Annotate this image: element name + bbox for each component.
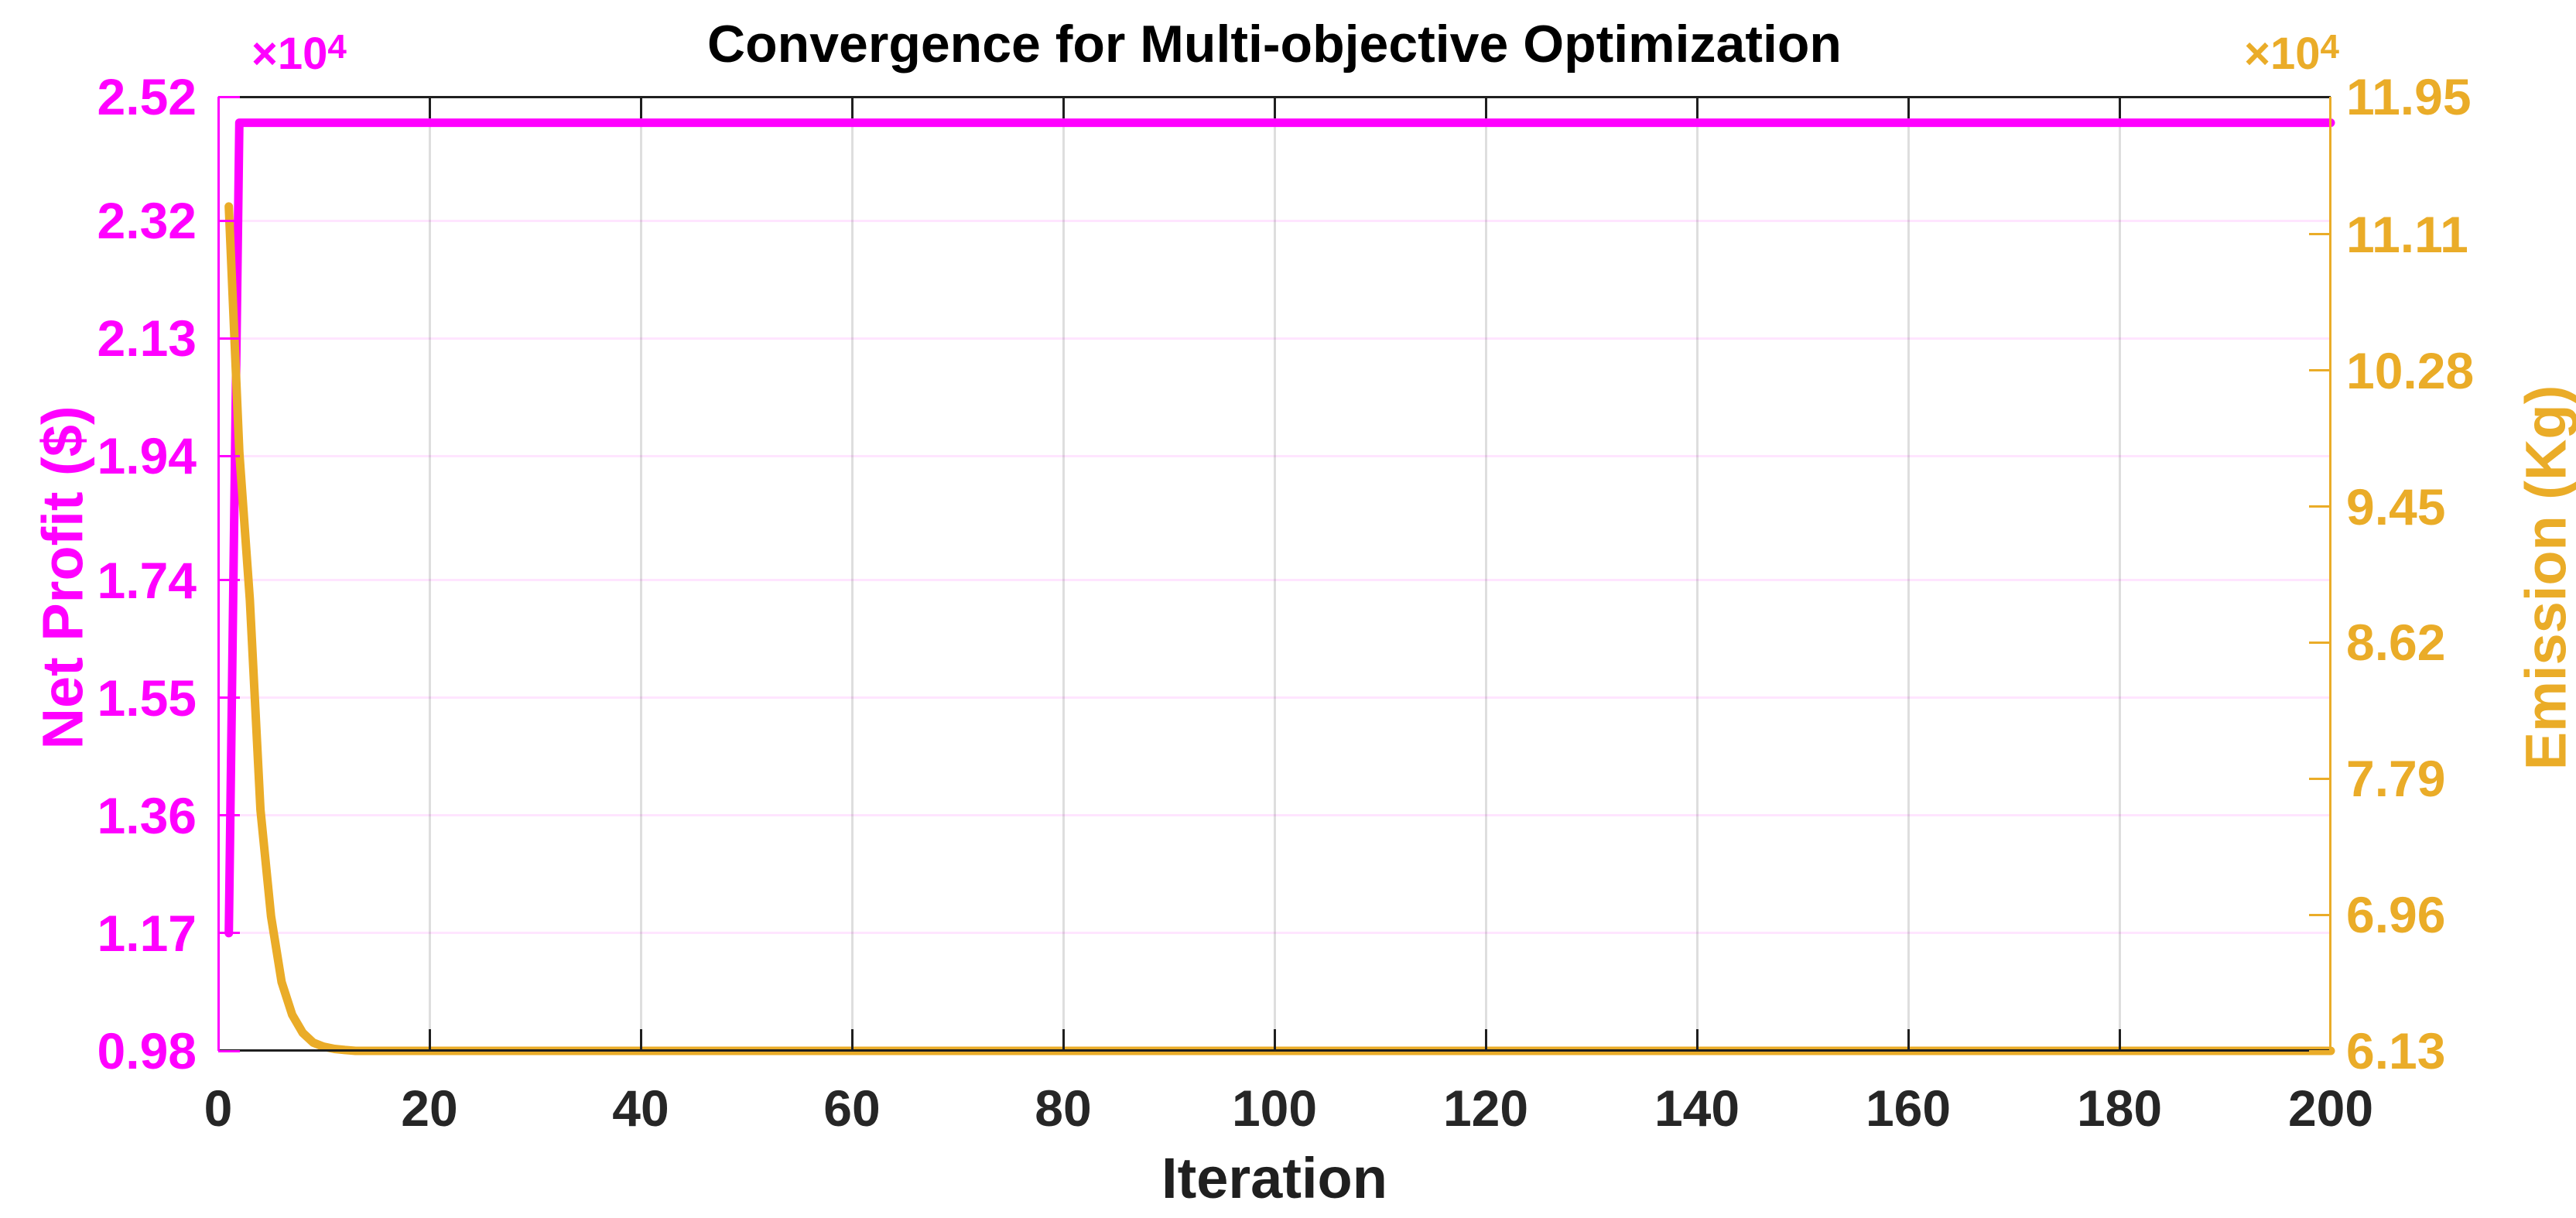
x-axis-bottom-tick bbox=[428, 1029, 431, 1051]
right-axis-tick-label: 11.11 bbox=[2346, 205, 2468, 263]
right-axis-tick-label: 7.79 bbox=[2346, 750, 2446, 808]
x-axis-tick-label: 80 bbox=[1035, 1079, 1092, 1137]
left-axis-tick-label: 2.32 bbox=[97, 192, 197, 250]
plot-area bbox=[218, 97, 2335, 1055]
vertical-gridline bbox=[1484, 97, 1487, 1051]
left-axis-tick bbox=[218, 932, 240, 935]
left-axis-tick-label: 2.13 bbox=[97, 310, 197, 368]
left-axis-tick-label: 1.55 bbox=[97, 669, 197, 727]
vertical-gridline bbox=[1062, 97, 1065, 1051]
x-axis-bottom-tick bbox=[850, 1029, 854, 1051]
right-axis-tick bbox=[2309, 505, 2331, 508]
right-axis-tick-label: 9.45 bbox=[2346, 477, 2446, 535]
x-axis-bottom-tick bbox=[1907, 1029, 1910, 1051]
horizontal-gridline bbox=[218, 454, 2331, 457]
left-axis-tick-label: 1.17 bbox=[97, 904, 197, 962]
x-axis-tick-label: 120 bbox=[1442, 1079, 1529, 1137]
right-axis-tick bbox=[2309, 233, 2331, 236]
x-axis-bottom-tick bbox=[1695, 1029, 1699, 1051]
x-axis-top-tick bbox=[639, 97, 642, 118]
x-axis-bottom-tick bbox=[1062, 1029, 1065, 1051]
x-axis-tick-label: 20 bbox=[401, 1079, 458, 1137]
left-axis-tick-label: 0.98 bbox=[97, 1022, 197, 1079]
horizontal-gridline bbox=[218, 814, 2331, 817]
left-multiplier-base: ×10 bbox=[251, 29, 328, 79]
left-axis-tick-label: 1.94 bbox=[97, 427, 197, 485]
x-axis-top-tick bbox=[428, 97, 431, 118]
x-axis-top-tick bbox=[1062, 97, 1065, 118]
right-axis-tick bbox=[2309, 641, 2331, 644]
vertical-gridline bbox=[639, 97, 642, 1051]
x-axis-label: Iteration bbox=[1161, 1146, 1387, 1210]
x-axis-top-tick bbox=[1484, 97, 1487, 118]
vertical-gridline bbox=[2118, 97, 2121, 1051]
horizontal-gridline bbox=[218, 337, 2331, 340]
left-y-axis-spine bbox=[217, 97, 220, 1051]
left-axis-tick-label: 2.52 bbox=[97, 68, 197, 125]
right-multiplier-base: ×10 bbox=[2244, 29, 2321, 79]
right-axis-tick bbox=[2309, 1049, 2331, 1052]
right-axis-tick-label: 11.95 bbox=[2346, 68, 2472, 125]
x-axis-bottom-tick bbox=[1273, 1029, 1276, 1051]
chart-title: Convergence for Multi-objective Optimiza… bbox=[707, 15, 1842, 74]
right-multiplier-exponent: 4 bbox=[2320, 28, 2339, 66]
right-axis-tick bbox=[2309, 913, 2331, 916]
x-axis-tick-label: 40 bbox=[612, 1079, 669, 1137]
x-axis-tick-label: 160 bbox=[1865, 1079, 1952, 1137]
left-axis-tick bbox=[218, 696, 240, 700]
left-multiplier-exponent: 4 bbox=[327, 28, 347, 66]
x-axis-tick-label: 200 bbox=[2287, 1079, 2374, 1137]
x-axis-top-tick bbox=[850, 97, 854, 118]
x-axis-top-tick bbox=[1273, 97, 1276, 118]
x-axis-tick-label: 100 bbox=[1231, 1079, 1318, 1137]
horizontal-gridline bbox=[218, 219, 2331, 222]
left-axis-tick bbox=[218, 337, 240, 340]
vertical-gridline bbox=[1695, 97, 1699, 1051]
right-y-axis-spine bbox=[2329, 97, 2331, 1051]
right-y-axis-label: Emission (Kg) bbox=[2513, 385, 2576, 771]
left-axis-tick bbox=[218, 454, 240, 457]
right-axis-tick bbox=[2309, 369, 2331, 372]
right-axis-tick-label: 6.96 bbox=[2346, 886, 2446, 944]
x-axis-bottom-tick bbox=[2118, 1029, 2121, 1051]
emission-line bbox=[224, 202, 2335, 1055]
data-series-layer bbox=[224, 118, 2335, 1055]
left-axis-tick bbox=[218, 579, 240, 581]
vertical-gridline bbox=[850, 97, 854, 1051]
x-axis-top-tick bbox=[1907, 97, 1910, 118]
left-axis-tick bbox=[218, 219, 240, 222]
left-axis-tick-label: 1.36 bbox=[97, 786, 197, 844]
right-axis-multiplier: ×104 bbox=[2200, 28, 2339, 80]
horizontal-gridline bbox=[218, 579, 2331, 581]
x-axis-bottom-tick bbox=[1484, 1029, 1487, 1051]
x-axis-bottom-tick bbox=[639, 1029, 642, 1051]
right-axis-tick-label: 10.28 bbox=[2346, 341, 2475, 399]
net-profit-line bbox=[224, 118, 2335, 938]
left-axis-multiplier: ×104 bbox=[251, 28, 347, 80]
x-axis-tick-label: 60 bbox=[823, 1079, 881, 1137]
x-axis-top-tick bbox=[1695, 97, 1699, 118]
left-axis-tick bbox=[218, 814, 240, 817]
left-axis-tick bbox=[218, 95, 240, 98]
vertical-gridline bbox=[1907, 97, 1910, 1051]
right-axis-tick-label: 8.62 bbox=[2346, 614, 2446, 672]
vertical-gridline bbox=[1273, 97, 1276, 1051]
vertical-gridline bbox=[428, 97, 431, 1051]
x-axis-tick-label: 0 bbox=[204, 1079, 233, 1137]
x-axis-tick-label: 140 bbox=[1654, 1079, 1740, 1137]
left-axis-tick bbox=[218, 1049, 240, 1052]
right-axis-tick bbox=[2309, 777, 2331, 780]
horizontal-gridline bbox=[218, 696, 2331, 700]
horizontal-gridline bbox=[218, 932, 2331, 935]
left-axis-tick-label: 1.74 bbox=[97, 551, 197, 609]
x-axis-tick-label: 180 bbox=[2076, 1079, 2163, 1137]
right-axis-tick-label: 6.13 bbox=[2346, 1022, 2446, 1079]
x-axis-top-tick bbox=[2118, 97, 2121, 118]
